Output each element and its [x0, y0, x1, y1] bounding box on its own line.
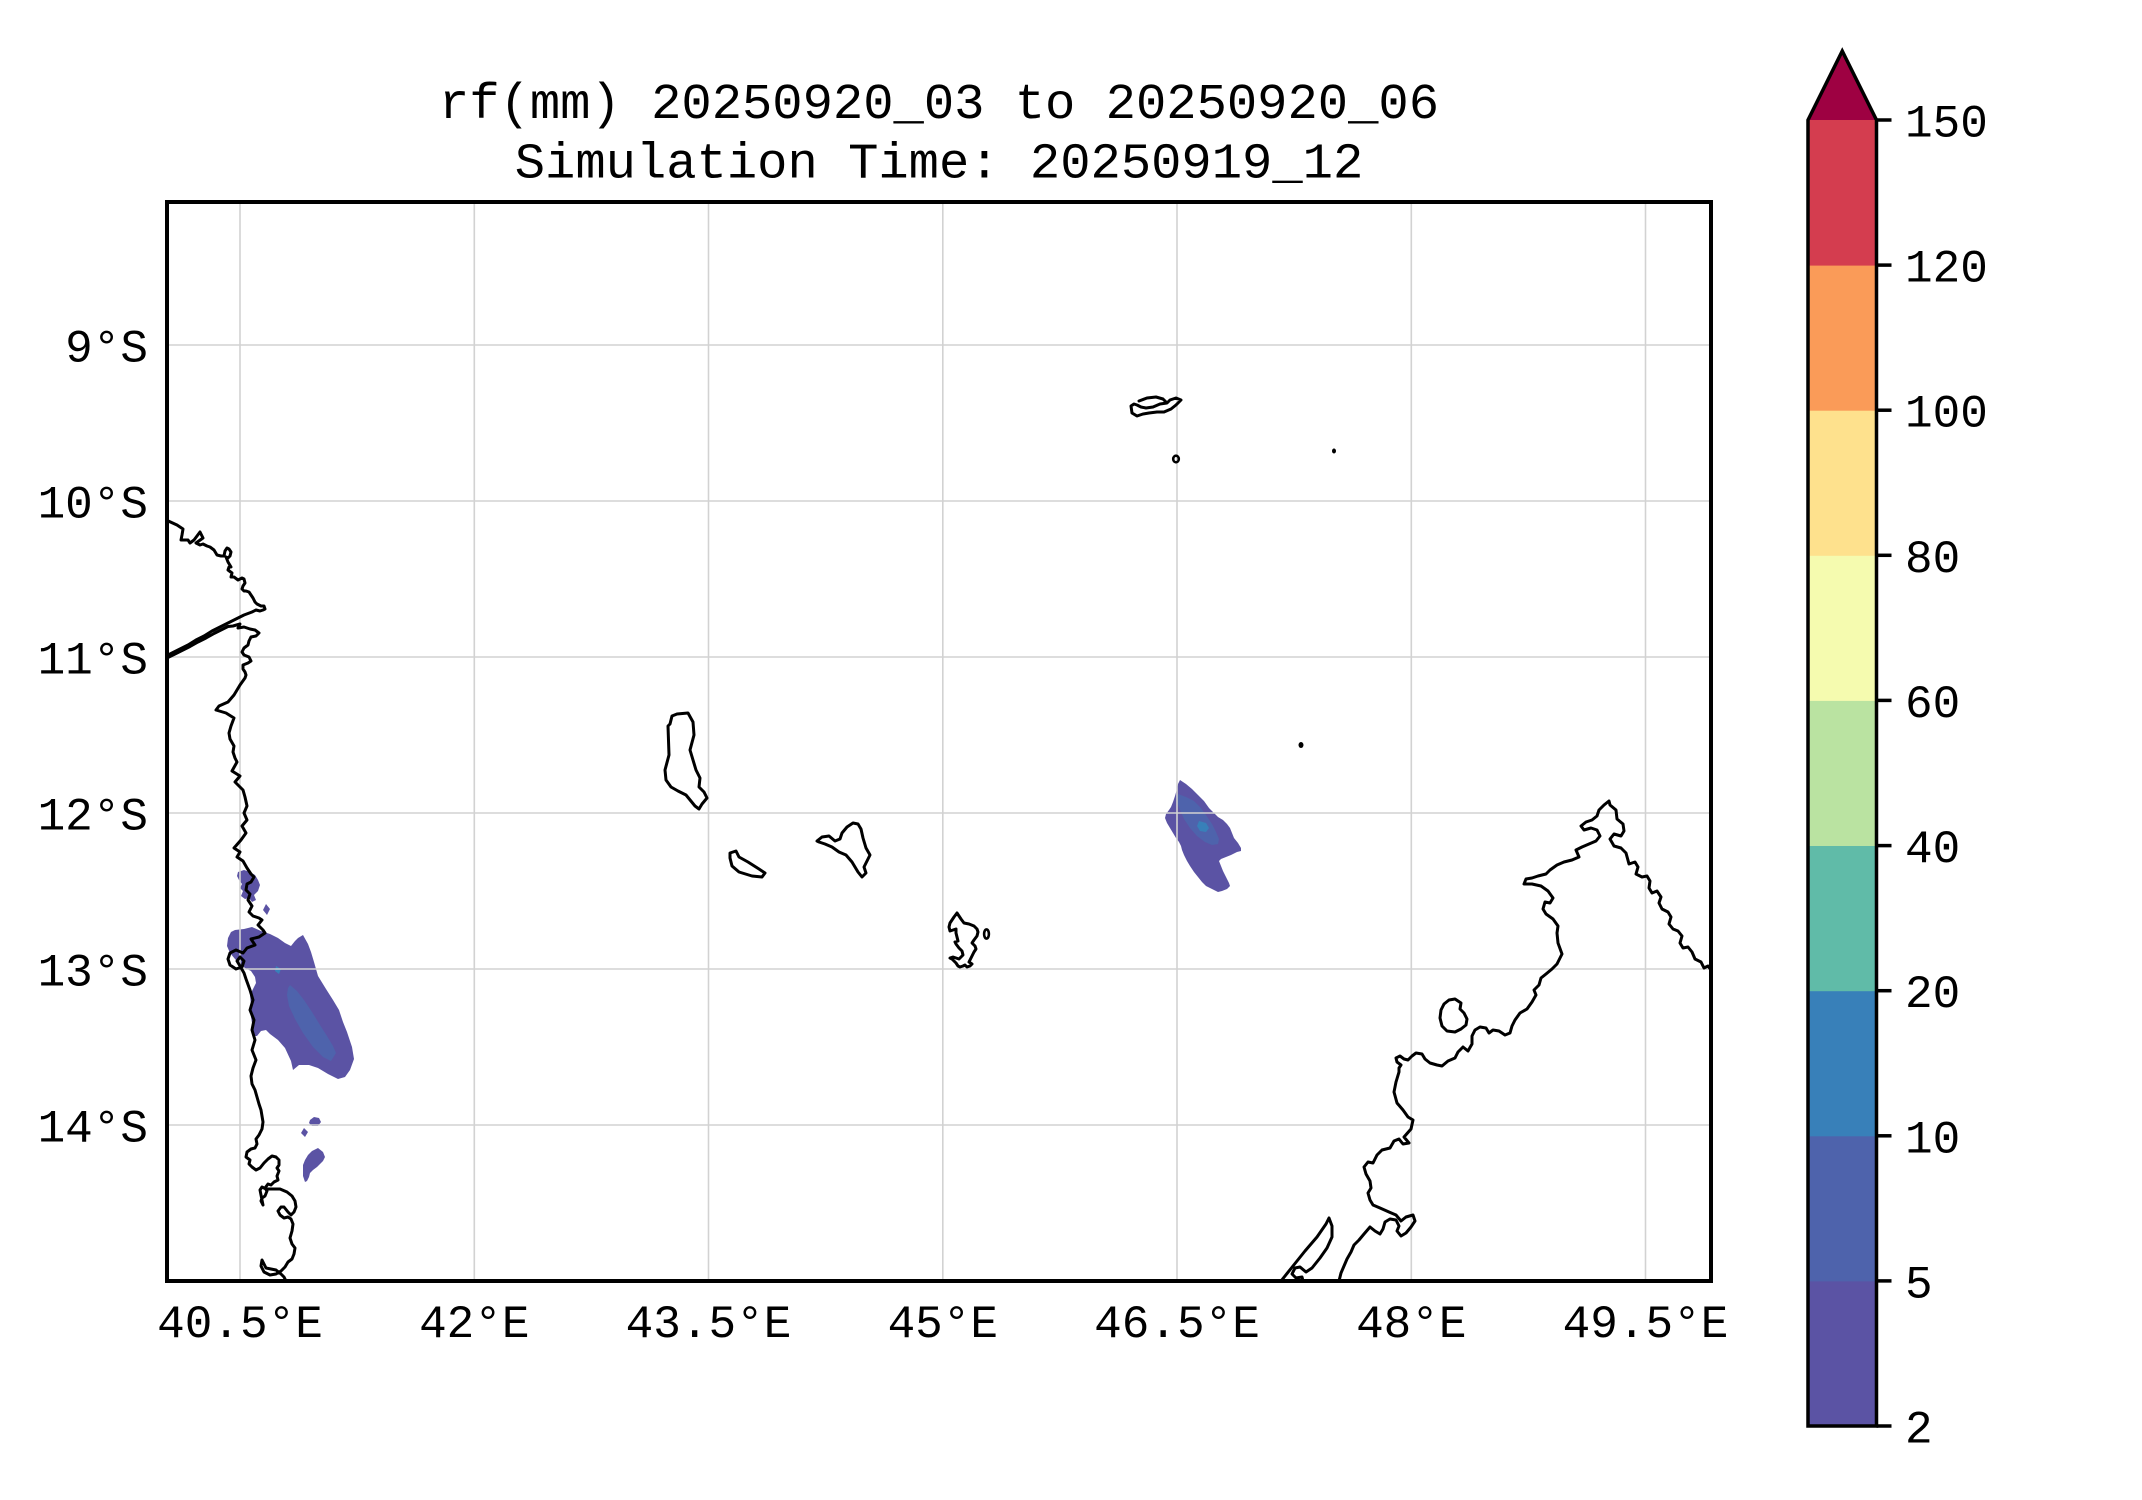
svg-text:9°S: 9°S [65, 324, 148, 376]
svg-text:rf(mm) 20250920_03 to 20250920: rf(mm) 20250920_03 to 20250920_06 [439, 77, 1439, 134]
svg-text:10°S: 10°S [38, 480, 148, 532]
svg-text:2: 2 [1905, 1405, 1933, 1457]
svg-text:42°E: 42°E [419, 1299, 529, 1351]
svg-text:46.5°E: 46.5°E [1094, 1299, 1260, 1351]
svg-text:40.5°E: 40.5°E [157, 1299, 323, 1351]
svg-text:49.5°E: 49.5°E [1563, 1299, 1729, 1351]
svg-text:Simulation Time: 20250919_12: Simulation Time: 20250919_12 [515, 137, 1364, 194]
svg-text:45°E: 45°E [888, 1299, 998, 1351]
svg-text:150: 150 [1905, 99, 1988, 151]
svg-text:100: 100 [1905, 389, 1988, 441]
svg-text:60: 60 [1905, 679, 1960, 731]
svg-text:11°S: 11°S [38, 636, 148, 688]
svg-text:40: 40 [1905, 824, 1960, 876]
svg-text:12°S: 12°S [38, 792, 148, 844]
svg-text:14°S: 14°S [38, 1104, 148, 1156]
svg-text:43.5°E: 43.5°E [626, 1299, 792, 1351]
svg-text:10: 10 [1905, 1114, 1960, 1166]
svg-text:20: 20 [1905, 969, 1960, 1021]
svg-text:48°E: 48°E [1356, 1299, 1466, 1351]
svg-text:13°S: 13°S [38, 948, 148, 1000]
svg-text:80: 80 [1905, 534, 1960, 586]
svg-text:120: 120 [1905, 244, 1988, 296]
svg-text:5: 5 [1905, 1259, 1933, 1311]
